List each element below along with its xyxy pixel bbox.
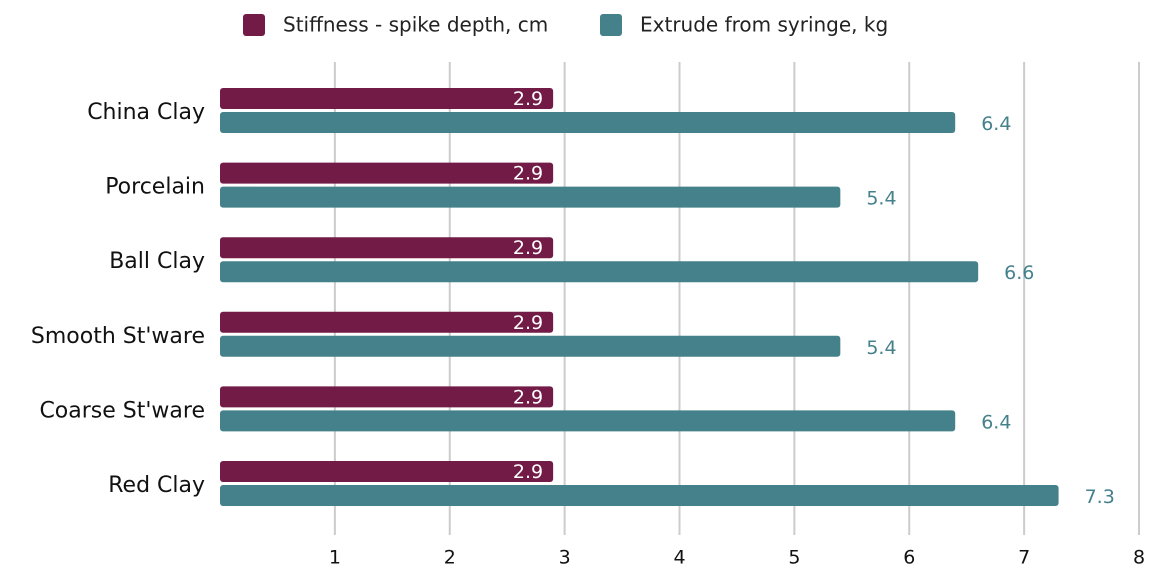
x-tick-label: 3 bbox=[559, 547, 571, 569]
bar bbox=[220, 485, 1059, 506]
bar bbox=[220, 386, 554, 408]
x-tick-label: 4 bbox=[673, 547, 685, 569]
legend-swatch bbox=[243, 14, 265, 36]
bar bbox=[220, 461, 554, 482]
x-tick-label: 6 bbox=[903, 547, 915, 569]
bar bbox=[220, 410, 956, 432]
value-label: 2.9 bbox=[513, 312, 543, 334]
bar bbox=[220, 237, 554, 259]
value-label: 7.3 bbox=[1085, 486, 1115, 508]
x-tick-label: 8 bbox=[1133, 547, 1145, 569]
legend-label: Stiffness - spike depth, cm bbox=[283, 13, 548, 37]
y-tick-label: Ball Clay bbox=[109, 249, 205, 274]
y-tick-label: Red Clay bbox=[108, 473, 205, 498]
value-label: 5.4 bbox=[866, 337, 896, 359]
bar bbox=[220, 261, 979, 283]
value-label: 2.9 bbox=[513, 386, 543, 408]
legend-swatch bbox=[600, 14, 622, 36]
legend-label: Extrude from syringe, kg bbox=[640, 13, 888, 37]
value-label: 2.9 bbox=[513, 461, 543, 483]
bar bbox=[220, 162, 554, 184]
y-tick-label: Coarse St'ware bbox=[39, 398, 205, 423]
x-tick-label: 1 bbox=[329, 547, 341, 569]
value-label: 5.4 bbox=[866, 188, 896, 210]
value-label: 6.4 bbox=[981, 411, 1011, 433]
bar bbox=[220, 335, 841, 357]
value-label: 2.9 bbox=[513, 88, 543, 110]
x-tick-label: 7 bbox=[1018, 547, 1030, 569]
y-tick-label: Porcelain bbox=[105, 175, 205, 200]
bar bbox=[220, 311, 554, 333]
value-label: 2.9 bbox=[513, 237, 543, 259]
bar bbox=[220, 112, 956, 133]
value-label: 6.6 bbox=[1004, 262, 1034, 284]
y-tick-label: China Clay bbox=[87, 100, 205, 125]
bar bbox=[220, 186, 841, 208]
value-label: 2.9 bbox=[513, 163, 543, 185]
y-tick-label: Smooth St'ware bbox=[31, 324, 205, 349]
x-tick-label: 2 bbox=[444, 547, 456, 569]
value-label: 6.4 bbox=[981, 113, 1011, 135]
x-tick-label: 5 bbox=[788, 547, 800, 569]
bar bbox=[220, 88, 554, 109]
